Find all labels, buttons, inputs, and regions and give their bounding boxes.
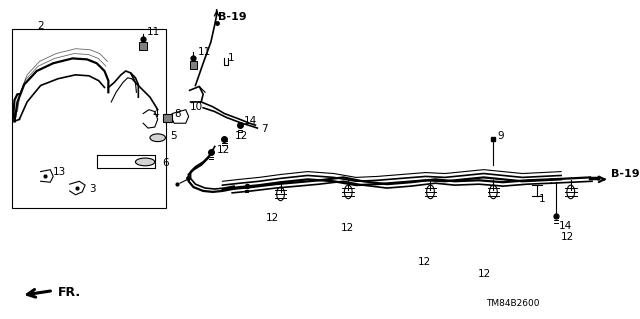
Text: 1: 1 [539,194,545,204]
Text: 8: 8 [174,108,180,119]
Text: 12: 12 [561,232,574,242]
Text: 5: 5 [170,131,177,141]
Text: 12: 12 [418,256,431,267]
Text: 6: 6 [163,158,169,168]
Text: 1: 1 [227,53,234,63]
Text: B-19: B-19 [218,12,246,22]
Text: FR.: FR. [58,286,81,299]
Text: TM84B2600: TM84B2600 [486,299,540,308]
Text: B-19: B-19 [611,169,640,180]
Text: 3: 3 [89,184,95,194]
Text: 11: 11 [197,47,211,57]
Text: 12: 12 [340,223,354,233]
Text: 12: 12 [217,145,230,155]
Text: 12: 12 [235,131,248,141]
Bar [163,114,172,122]
Text: 12: 12 [266,213,279,223]
Text: 2: 2 [36,21,44,32]
Bar [140,42,147,50]
Text: 12: 12 [478,269,491,279]
Text: 9: 9 [497,131,504,141]
Text: 7: 7 [261,124,268,134]
Ellipse shape [150,134,165,142]
Text: 10: 10 [189,102,203,112]
Bar [189,61,197,69]
Text: 13: 13 [53,167,67,177]
Text: 4: 4 [153,108,159,119]
Ellipse shape [136,158,155,166]
Text: 11: 11 [147,27,160,37]
Text: 14: 14 [559,221,572,231]
Text: 14: 14 [244,116,257,126]
